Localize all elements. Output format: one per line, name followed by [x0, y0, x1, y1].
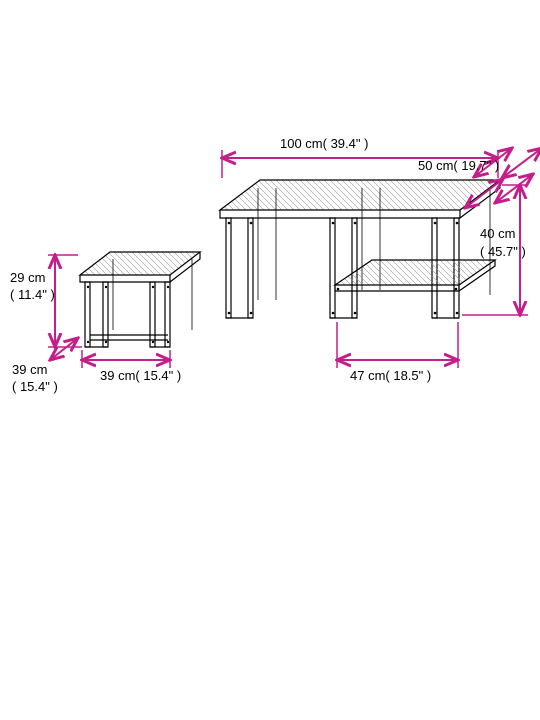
- dim-depth-small-text: 39 cm( 15.4" ): [12, 362, 58, 394]
- dim-height-large-text: 40 cm( 45.7" ): [480, 226, 526, 259]
- dim-depth-small: 39 cm( 15.4" ): [12, 362, 58, 396]
- diagram-canvas: 100 cm( 39.4" ) 50 cm( 19.7" ) 40 cm( 45…: [0, 0, 540, 720]
- technical-drawing-svg: [0, 0, 540, 720]
- dim-height-small-text: 29 cm( 11.4" ): [10, 270, 55, 302]
- dim-height-small: 29 cm( 11.4" ): [10, 270, 55, 304]
- small-table: [80, 252, 200, 347]
- large-table: [220, 180, 500, 318]
- dim-shelf-width: 47 cm( 18.5" ): [350, 368, 431, 383]
- dim-width-small: 39 cm( 15.4" ): [100, 368, 181, 383]
- dim-depth-large: 50 cm( 19.7" ): [418, 158, 499, 173]
- lower-shelf: [335, 260, 495, 291]
- dim-width-large: 100 cm( 39.4" ): [280, 136, 368, 151]
- dim-height-large: 40 cm( 45.7" ): [480, 225, 526, 261]
